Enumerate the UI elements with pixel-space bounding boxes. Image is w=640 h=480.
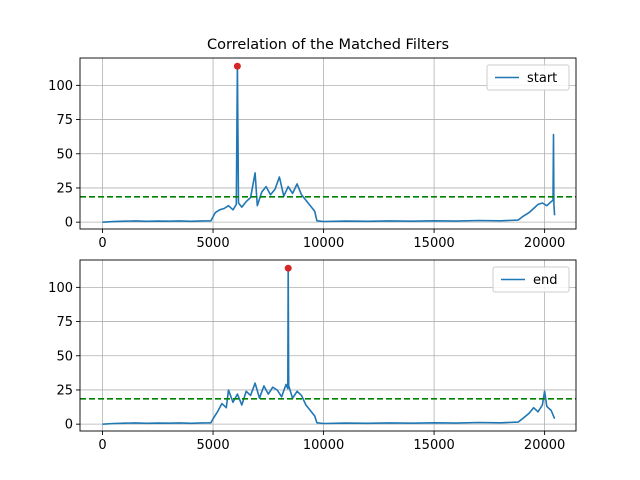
y-tick-label: 25	[56, 181, 73, 196]
figure-title: Correlation of the Matched Filters	[207, 37, 449, 53]
y-tick-label: 50	[56, 147, 73, 162]
peak-marker	[233, 62, 241, 70]
y-tick-label: 0	[65, 216, 73, 231]
x-tick-label: 5000	[197, 438, 230, 453]
axes-top: 0 5000 10000 15000 20000 0 25 50 75 100 start	[48, 57, 577, 251]
peak-marker	[284, 264, 292, 272]
x-tick-label: 0	[98, 438, 106, 453]
legend-label-start: start	[527, 71, 557, 86]
y-tick-label: 0	[65, 418, 73, 433]
legend: start	[486, 64, 570, 91]
x-tick-label: 10000	[303, 438, 344, 453]
legend-box	[486, 64, 570, 91]
y-tick-label: 25	[56, 383, 73, 398]
legend-label-end: end	[533, 273, 558, 288]
x-tick-label: 20000	[524, 236, 565, 251]
axes-frame	[79, 259, 577, 432]
y-tick-label: 100	[48, 79, 73, 94]
x-tick-label: 15000	[413, 438, 454, 453]
y-tick-label: 100	[48, 281, 73, 296]
axes-bottom: 0 5000 10000 15000 20000 0 25 50 75 100 end	[48, 259, 577, 453]
x-tick-label: 10000	[303, 236, 344, 251]
y-tick-label: 75	[56, 113, 73, 128]
x-tick-label: 15000	[413, 236, 454, 251]
series-line-start	[102, 65, 556, 223]
x-tick-label: 20000	[524, 438, 565, 453]
series-line-end	[102, 267, 556, 425]
legend-box	[492, 266, 570, 293]
y-tick-label: 75	[56, 315, 73, 330]
x-tick-label: 0	[98, 236, 106, 251]
axes-frame	[79, 57, 577, 230]
y-tick-label: 50	[56, 349, 73, 364]
x-tick-label: 5000	[197, 236, 230, 251]
legend: end	[492, 266, 570, 293]
